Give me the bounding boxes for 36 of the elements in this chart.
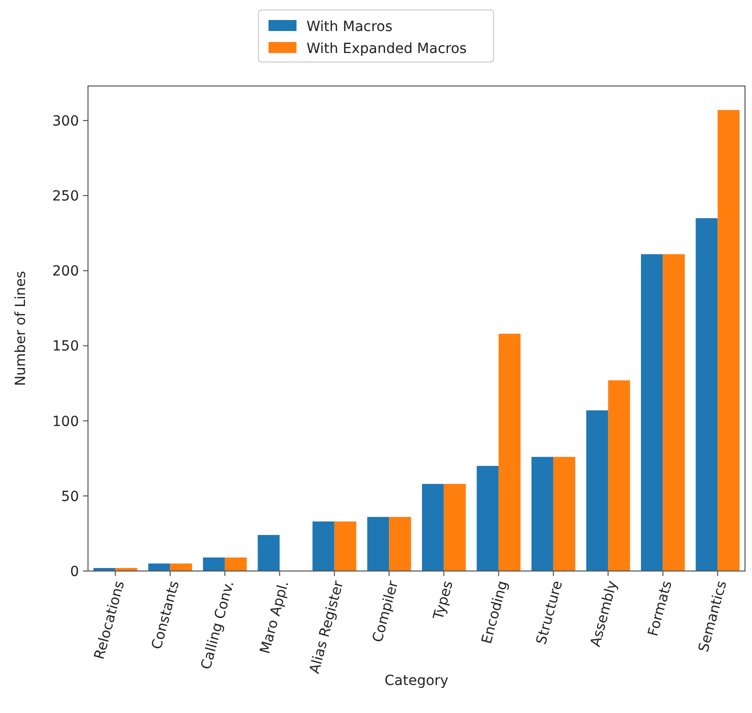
bar — [553, 456, 576, 571]
bar — [367, 516, 390, 571]
x-axis-title: Category — [384, 672, 448, 689]
y-tick-label: 300 — [52, 113, 79, 130]
y-tick-label: 250 — [52, 188, 79, 205]
y-tick-label: 100 — [52, 414, 79, 430]
y-tick-label: 200 — [52, 264, 79, 280]
bar — [476, 466, 499, 571]
bar — [718, 110, 740, 571]
bar — [608, 380, 630, 571]
bar — [224, 557, 247, 571]
y-tick-label: 50 — [61, 488, 79, 505]
bar — [662, 254, 685, 571]
bar — [498, 334, 521, 571]
bar — [258, 534, 280, 571]
x-tick-label: Calling Conv. — [198, 579, 238, 672]
bar — [389, 516, 412, 571]
bar — [422, 484, 444, 571]
bar — [202, 557, 225, 571]
x-tick-label: Types — [430, 579, 456, 622]
bar — [444, 484, 466, 571]
bar — [586, 410, 608, 571]
bar — [640, 254, 663, 571]
legend-label: With Macros — [306, 18, 392, 35]
x-tick-label: Formats — [645, 579, 676, 638]
y-axis-title: Number of Lines — [12, 270, 29, 386]
x-tick-label: Maro Appl. — [257, 579, 292, 656]
bar — [148, 563, 170, 571]
bar — [312, 521, 334, 571]
bar — [696, 218, 718, 571]
y-tick-label: 0 — [70, 564, 79, 580]
y-tick-label: 150 — [52, 338, 79, 355]
bar — [334, 521, 356, 571]
legend-label: With Expanded Macros — [306, 40, 467, 57]
bar — [170, 563, 192, 571]
bar — [531, 456, 554, 571]
